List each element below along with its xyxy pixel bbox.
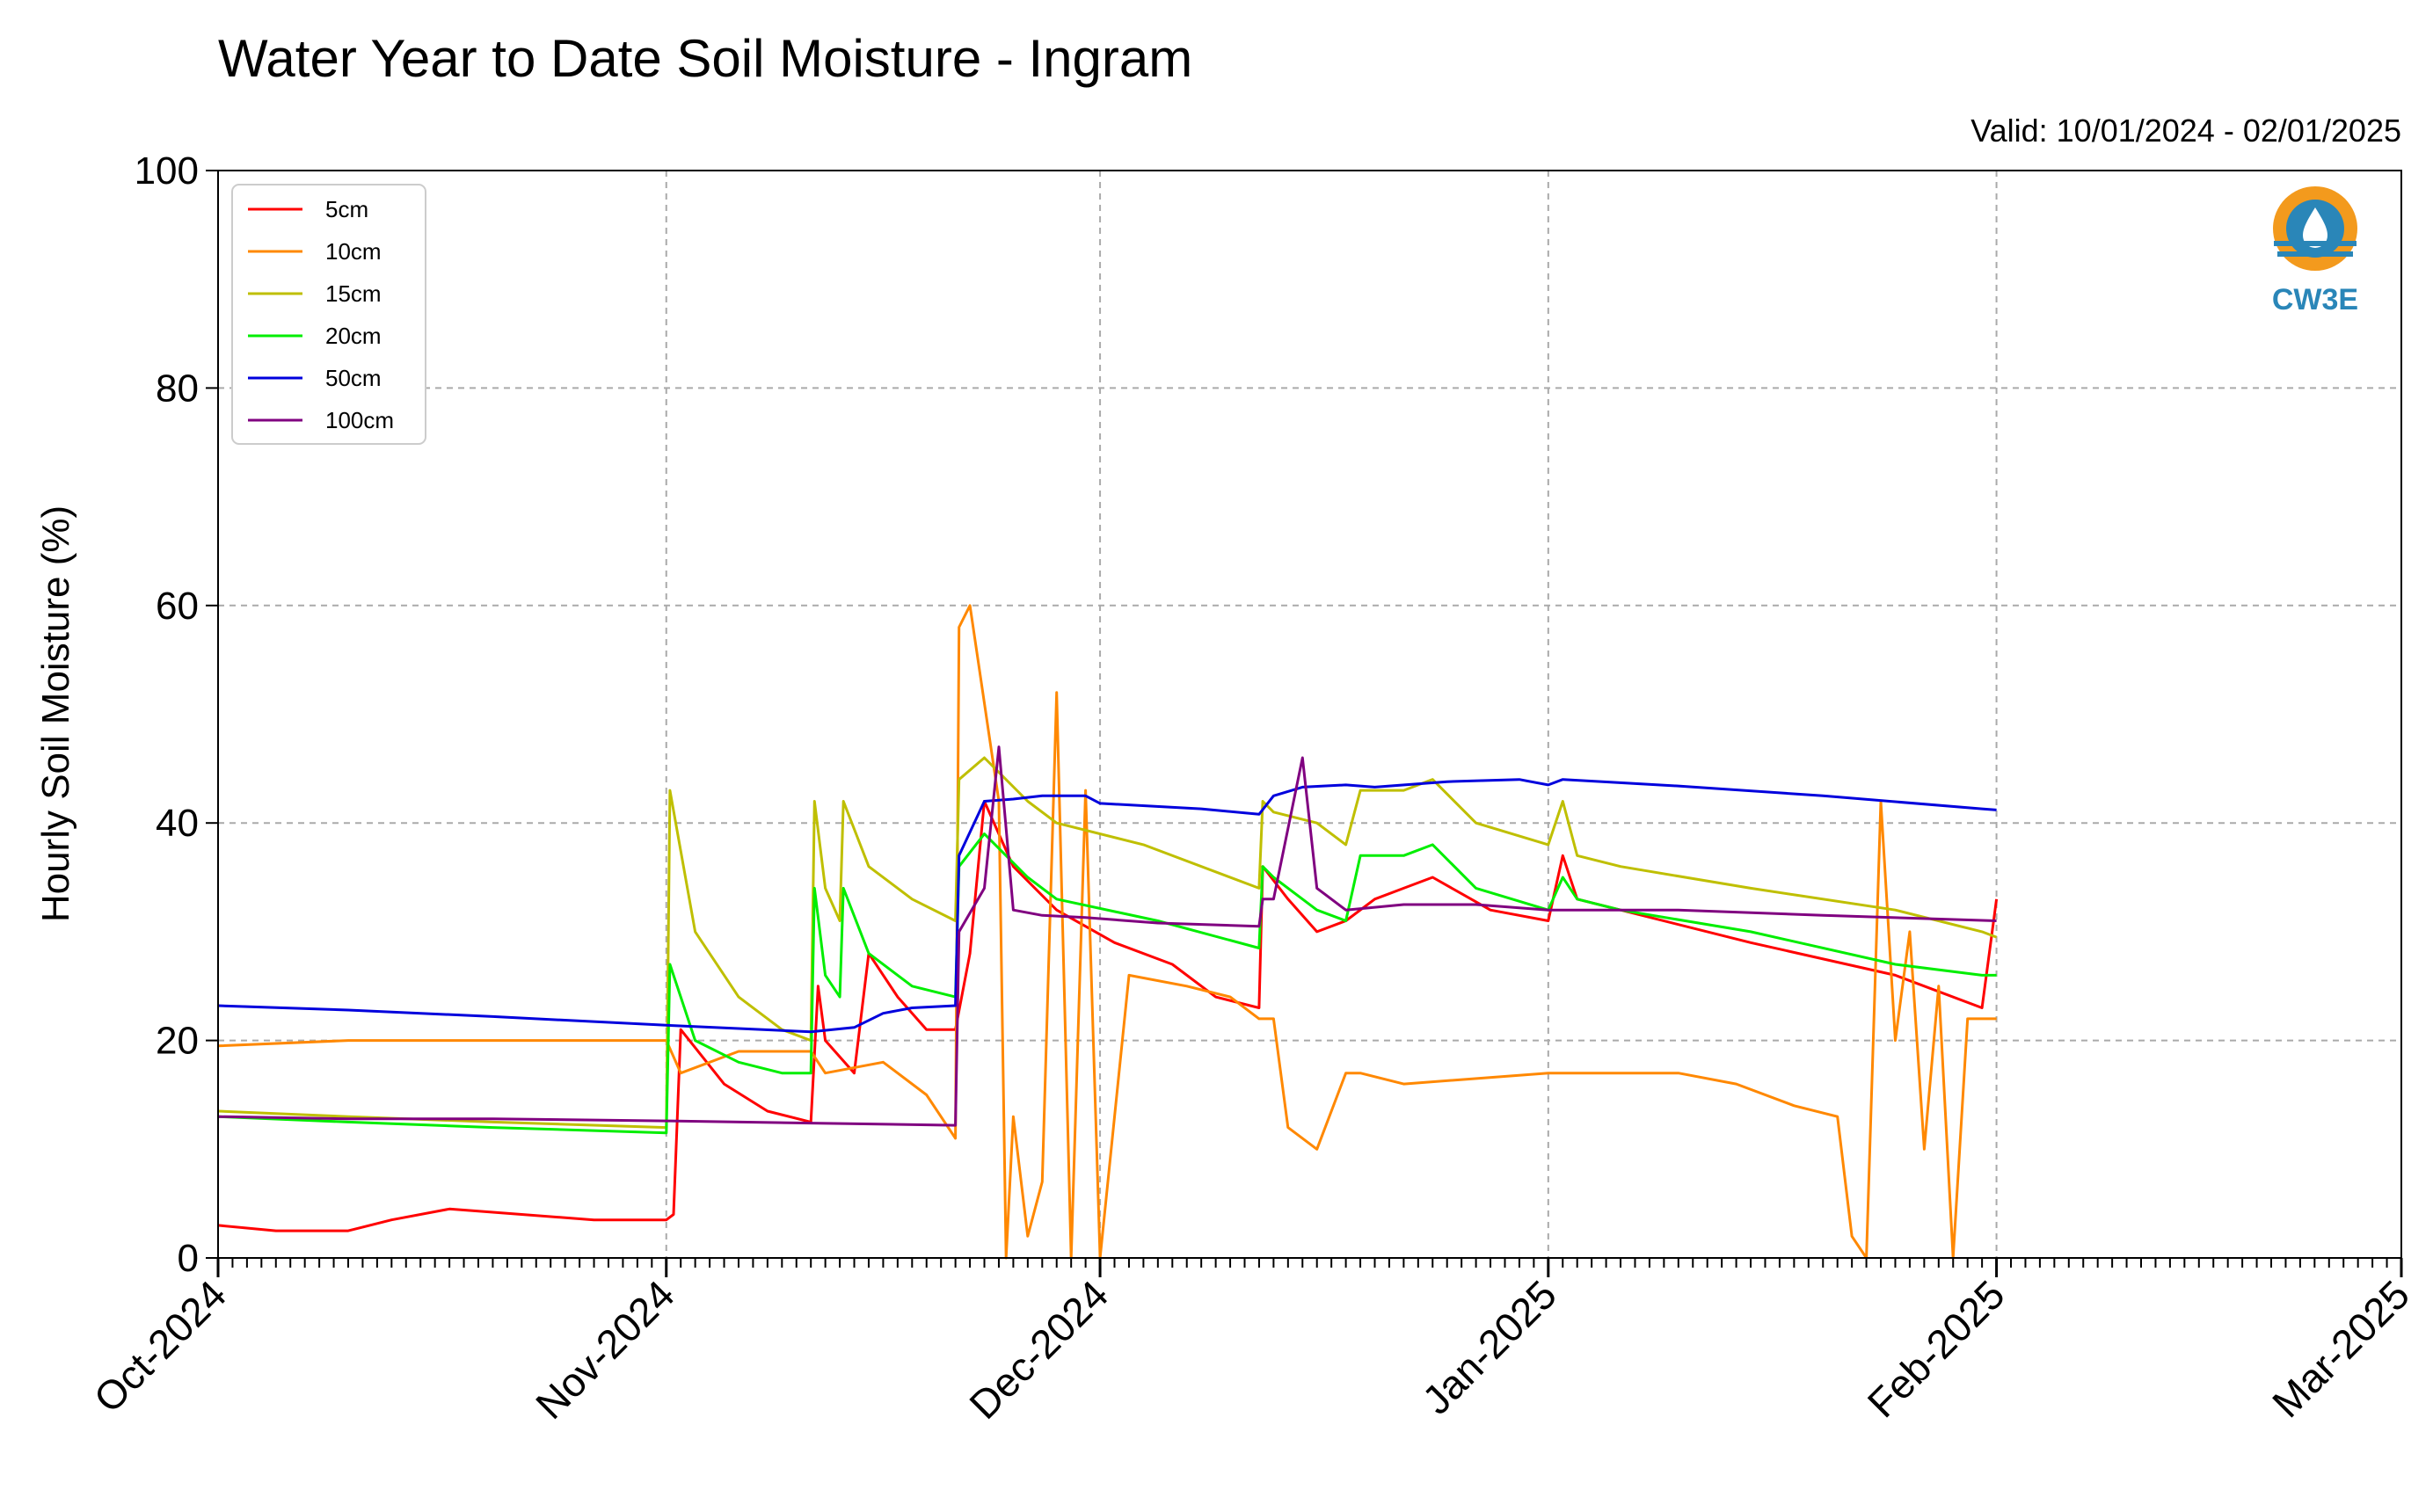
- cw3e-logo: CW3E: [2272, 186, 2358, 316]
- legend-label: 5cm: [325, 196, 368, 222]
- chart-title: Water Year to Date Soil Moisture - Ingra…: [218, 29, 1192, 88]
- x-tick-label: Nov-2024: [527, 1271, 683, 1428]
- legend-label: 15cm: [325, 280, 382, 307]
- x-tick-label: Jan-2025: [1413, 1271, 1564, 1422]
- y-tick-label: 60: [156, 585, 199, 628]
- x-axis: Oct-2024 Nov-2024 Dec-2024 Jan-2025 Feb-2025…: [85, 1258, 2418, 1428]
- x-tick-label: Feb-2025: [1859, 1271, 2014, 1426]
- plot-frame: [217, 170, 2402, 1259]
- series-line-15cm: [217, 756, 1998, 1130]
- grid-lines: [218, 171, 2401, 1258]
- series-line-50cm: [217, 778, 1997, 1034]
- legend-label: 20cm: [325, 323, 382, 349]
- x-tick-label: Dec-2024: [960, 1271, 1117, 1428]
- y-tick-label: 100: [135, 149, 199, 193]
- y-tick-label: 20: [156, 1020, 199, 1063]
- legend-box: [231, 184, 426, 445]
- legend-label: 10cm: [325, 238, 382, 265]
- y-tick-label: 40: [156, 802, 199, 845]
- legend-label: 100cm: [325, 407, 394, 433]
- x-tick-label: Mar-2025: [2263, 1271, 2418, 1426]
- y-tick-label: 0: [178, 1237, 199, 1280]
- logo-text: CW3E: [2272, 283, 2358, 316]
- series-line-100cm: [217, 745, 1997, 1127]
- legend-label: 50cm: [325, 365, 382, 391]
- series-line-20cm: [217, 832, 1997, 1135]
- series-line-10cm: [217, 604, 1997, 1260]
- y-axis-label: Hourly Soil Moisture (%): [34, 505, 77, 922]
- x-tick-label: Oct-2024: [85, 1271, 236, 1421]
- logo-drop-icon: [2303, 207, 2327, 248]
- y-tick-label: 80: [156, 367, 199, 410]
- logo-wave-icon: [2277, 251, 2353, 257]
- chart-subtitle: Valid: 10/01/2024 - 02/01/2025: [1970, 113, 2401, 149]
- y-axis: 0 20 40 60 80 100: [135, 149, 218, 1280]
- logo-wave-icon: [2274, 241, 2357, 246]
- series-lines: [217, 604, 1999, 1260]
- legend: 5cm 10cm 15cm 20cm 50cm 100cm: [231, 184, 426, 445]
